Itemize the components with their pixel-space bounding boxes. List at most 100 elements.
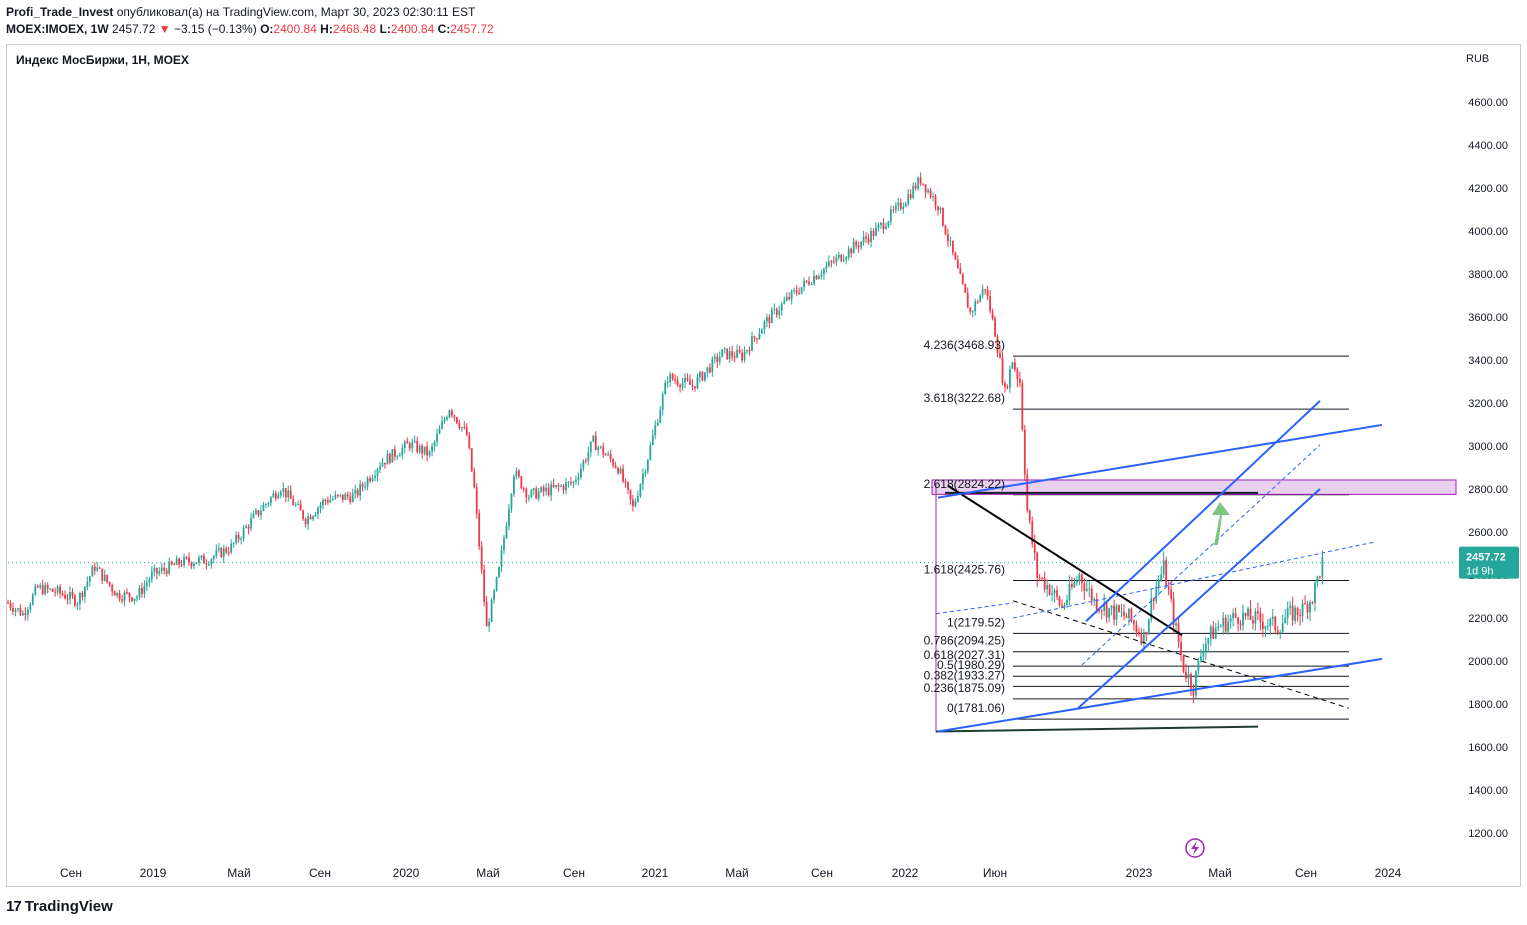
candle-body [1155, 586, 1158, 601]
candle-body [158, 571, 161, 574]
fib-level-label: 0.382(1933.27) [924, 668, 1005, 682]
candle-body [1147, 619, 1150, 635]
candle-body [470, 448, 473, 472]
candle-body [984, 289, 987, 291]
candle-body [788, 296, 791, 300]
candle-body [148, 579, 151, 583]
candle-body [1204, 643, 1207, 651]
candle-body [329, 499, 332, 503]
candle-body [19, 608, 22, 616]
candle-body [413, 440, 416, 443]
candle-body [1016, 369, 1019, 379]
candle-body [1291, 605, 1294, 621]
y-tick-label: 3400.00 [1468, 355, 1508, 367]
candle-body [406, 441, 409, 444]
candle-body [485, 602, 488, 627]
candle-body [190, 562, 193, 567]
candle-body [79, 593, 81, 605]
candle-body [180, 564, 183, 566]
candle-body [624, 481, 627, 483]
candle-body [71, 591, 74, 596]
y-tick-label: 2800.00 [1468, 484, 1508, 496]
candle-body [49, 588, 52, 590]
candle-body [274, 493, 277, 499]
ascending-channel-lower [1077, 488, 1321, 710]
candle-body [478, 513, 481, 547]
candle-body [599, 446, 602, 448]
candle-body [294, 504, 297, 506]
candle-body [153, 568, 156, 572]
candle-body [1125, 616, 1128, 619]
candle-body [773, 308, 776, 310]
candle-body [991, 311, 994, 319]
candle-body [126, 592, 128, 594]
candle-body [798, 292, 801, 294]
candle-body [1023, 429, 1026, 475]
candle-body [637, 495, 639, 502]
candle-body [989, 295, 991, 312]
candle-body [98, 567, 101, 569]
candle-body [1011, 362, 1014, 369]
candle-body [131, 597, 133, 601]
candle-body [91, 566, 94, 577]
candle-body [64, 594, 66, 599]
candle-body [136, 597, 138, 599]
candle-body [736, 350, 739, 358]
candle-body [641, 473, 644, 485]
candle-body [108, 581, 111, 586]
candle-body [232, 542, 235, 544]
candle-body [857, 245, 860, 248]
candle-body [227, 552, 230, 554]
y-tick-label: 3800.00 [1468, 269, 1508, 281]
candle-body [942, 207, 944, 226]
candle-body [185, 556, 188, 558]
candle-body [770, 309, 773, 324]
candle-body [1266, 625, 1269, 627]
candle-body [840, 254, 843, 262]
candle-body [96, 567, 99, 571]
tradingview-logo[interactable]: 17 TradingView [6, 898, 113, 915]
author-name[interactable]: Profi_Trade_Invest [6, 5, 114, 19]
candle-body [897, 202, 900, 206]
last-price-tag-value: 2457.72 [1466, 552, 1506, 564]
candle-body [260, 511, 262, 516]
candle-body [614, 465, 617, 468]
candle-body [713, 356, 716, 359]
candle-body [517, 470, 520, 477]
symbol-label[interactable]: MOEX:IMOEX, 1W [6, 22, 109, 36]
candle-body [1259, 613, 1262, 622]
candle-body [490, 599, 493, 623]
candle-body [728, 351, 731, 359]
candle-body [778, 310, 781, 315]
y-tick-label: 4400.00 [1468, 140, 1508, 152]
candle-body [384, 462, 386, 465]
candle-body [904, 203, 907, 207]
candle-body [240, 538, 243, 540]
candle-body [225, 548, 228, 553]
candle-body [609, 453, 612, 460]
open-value: 2400.84 [273, 22, 317, 36]
candle-body [346, 494, 349, 497]
candle-body [230, 543, 233, 553]
candle-body [250, 518, 252, 529]
candle-body [1118, 605, 1120, 612]
x-tick-label: Май [227, 866, 251, 880]
candle-body [138, 588, 141, 598]
candle-body [1244, 612, 1247, 617]
candle-body [763, 321, 766, 330]
candle-body [1271, 616, 1274, 619]
candle-body [949, 240, 952, 242]
candle-body [1083, 583, 1086, 591]
candle-body [54, 591, 57, 593]
candle-body [297, 504, 300, 506]
candle-body [1222, 617, 1225, 627]
candle-body [582, 460, 585, 469]
candle-body [1066, 600, 1068, 605]
candle-body [463, 427, 466, 429]
candle-body [639, 484, 642, 496]
candle-body [1199, 656, 1202, 661]
candle-body [215, 550, 218, 557]
candle-body [738, 350, 741, 353]
candle-body [1073, 582, 1076, 588]
